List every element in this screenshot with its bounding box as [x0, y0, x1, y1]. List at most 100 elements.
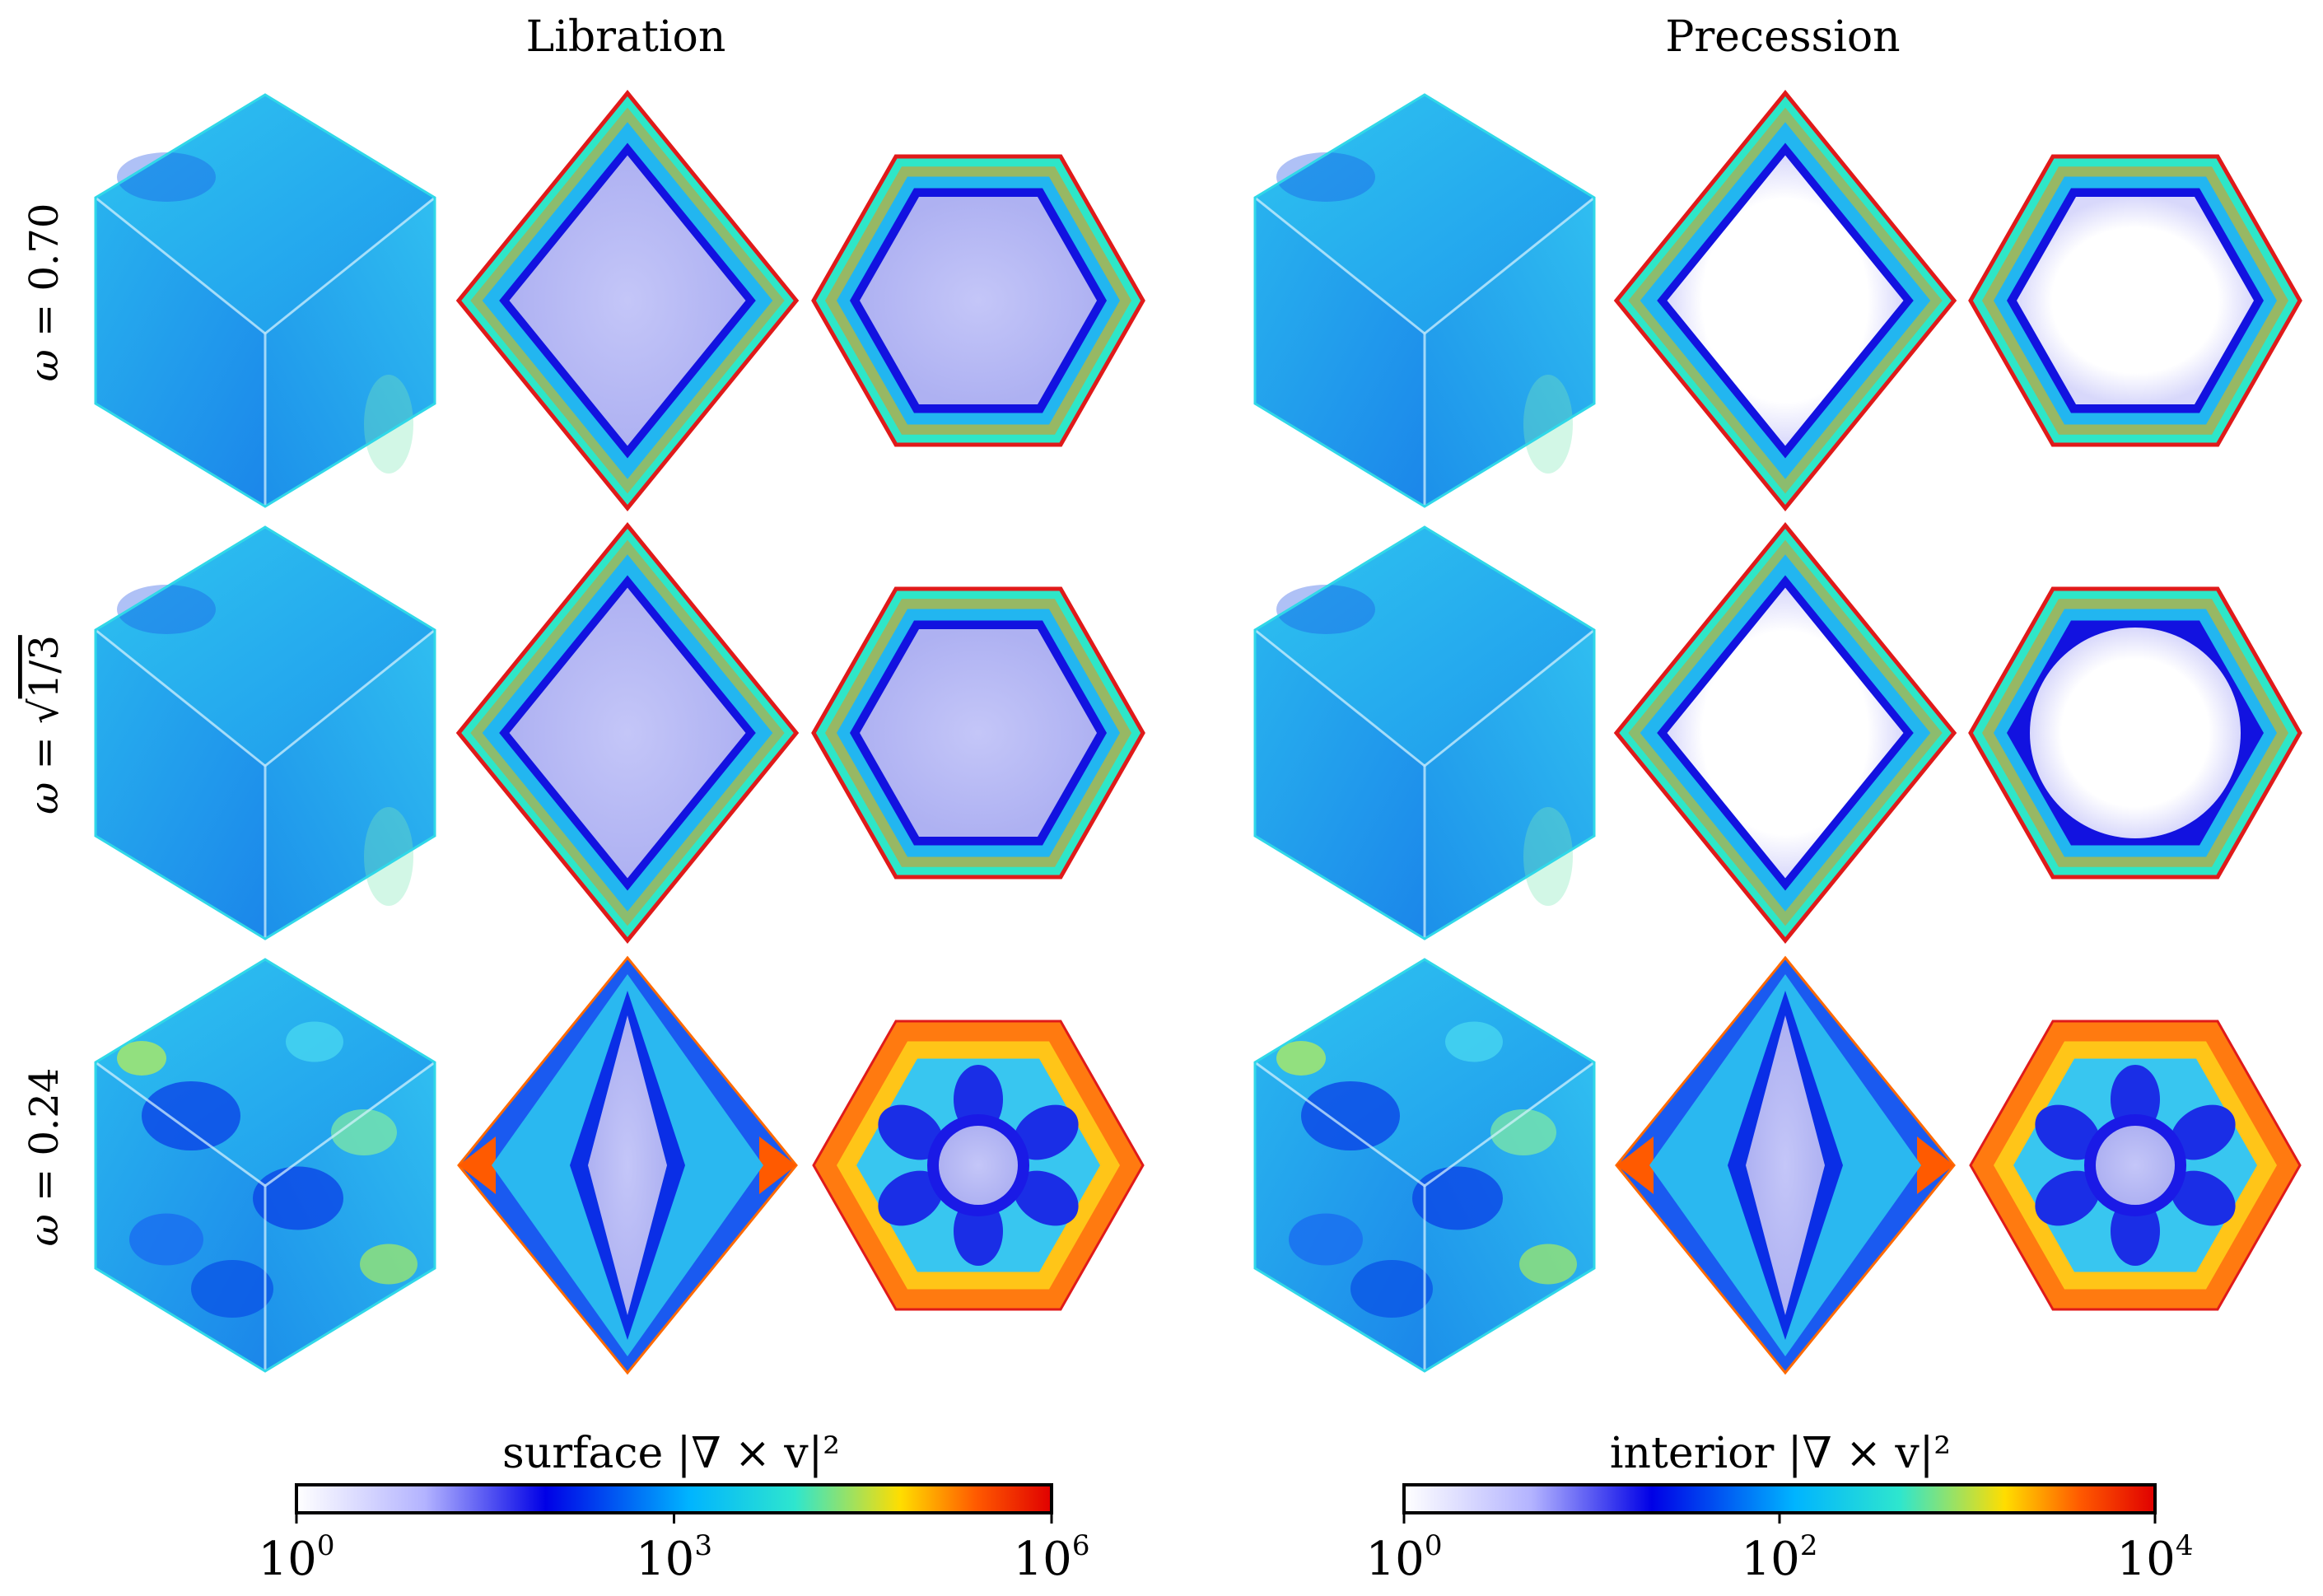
cube-patch: [117, 585, 216, 634]
cube-patch: [286, 1021, 343, 1062]
colorbar-surface-label: surface |∇ × v|²: [502, 1429, 840, 1478]
hexagon-prec-row1: [1968, 154, 2302, 447]
cube-patch: [1445, 1021, 1503, 1062]
cube-patch: [117, 152, 216, 202]
rhombus-prec-row2: [1613, 522, 1957, 944]
colorbar-surface: surface |∇ × v|² 100 103 106: [259, 1429, 1090, 1586]
rhombus-core: [588, 1015, 667, 1315]
hexagon-lobe: [2035, 1104, 2101, 1160]
hexagon-lobe: [878, 1170, 944, 1226]
cube-patch: [1519, 1244, 1577, 1285]
rhombus-lib-row3: [457, 955, 798, 1375]
colorbar-interior-ticks: 100 102 104: [1366, 1513, 2194, 1586]
hexagon-lobe: [878, 1104, 944, 1160]
hexagon-lib-row3: [812, 1020, 1145, 1311]
hexagon-core: [2017, 197, 2254, 404]
rhombus-prec-row1: [1613, 90, 1957, 511]
cube-patch: [1412, 1166, 1503, 1230]
hexagon-lib-row2: [811, 586, 1145, 880]
cube-outline: [94, 958, 436, 1373]
cube-patch: [331, 1109, 397, 1155]
rhombus-lib-row2: [455, 522, 800, 944]
colorbar-interior-label: interior |∇ × v|²: [1610, 1429, 1951, 1478]
hexagon-lobe: [1013, 1104, 1079, 1160]
cube-patch: [1350, 1260, 1433, 1318]
cube-patch: [1301, 1081, 1400, 1150]
cube-edge: [264, 1061, 436, 1188]
row-label-1: ω = 0.70: [21, 203, 68, 382]
cube-edge: [264, 196, 436, 335]
rhombus-core: [1667, 155, 1904, 446]
colorbar-surface-bar: [295, 1483, 1053, 1514]
svg-text:ω = 0.24: ω = 0.24: [21, 1068, 68, 1247]
cube-patch: [364, 807, 413, 906]
cube-outline: [1253, 93, 1596, 508]
hexagon-prec-row3: [1969, 1020, 2302, 1311]
rhombus-hot-corner: [759, 1136, 796, 1194]
cube-edge: [95, 1061, 266, 1188]
rhombus-core: [1667, 587, 1904, 879]
hexagon-core: [939, 1126, 1018, 1205]
colorbar-surface-tick-label: 106: [1014, 1529, 1090, 1586]
cube-edge: [1254, 1061, 1425, 1188]
colorbar-interior-bar: [1402, 1483, 2157, 1514]
rhombus-core: [1746, 1015, 1825, 1315]
panel-grid: [94, 90, 2302, 1375]
cube-outline: [1253, 958, 1596, 1373]
cube-outline: [94, 93, 436, 508]
cube-prec-row2: [1253, 525, 1596, 940]
cube-patch: [364, 375, 413, 474]
cube-face-top: [96, 959, 435, 1186]
cube-patch: [1276, 1041, 1326, 1076]
cube-edge: [264, 628, 436, 768]
cube-face-top: [96, 527, 435, 766]
hexagon-core: [860, 197, 1097, 404]
row-label-3: ω = 0.24: [21, 1068, 68, 1247]
cube-prec-row1: [1253, 93, 1596, 508]
cube-patch: [1276, 152, 1375, 202]
colorbar-surface-ticks: 100 103 106: [259, 1513, 1090, 1586]
cube-patch: [1490, 1109, 1556, 1155]
hexagon-prec-row2: [1968, 586, 2302, 880]
cube-patch: [1276, 585, 1375, 634]
rhombus-hot-corner: [1616, 1136, 1654, 1194]
colorbar-interior-tick-label: 102: [1742, 1529, 1818, 1586]
cube-patch: [191, 1260, 273, 1318]
cube-patch: [1523, 375, 1573, 474]
colorbar-interior: interior |∇ × v|² 100 102 104: [1366, 1429, 2194, 1586]
precession-title: Precession: [1665, 12, 1900, 62]
cube-edge: [1424, 1061, 1595, 1188]
hexagon-lobe: [1013, 1170, 1079, 1226]
cube-patch: [129, 1213, 203, 1266]
cube-patch: [1523, 807, 1573, 906]
cube-outline: [1253, 525, 1596, 940]
cube-outline: [94, 525, 436, 940]
cube-patch: [1289, 1213, 1363, 1266]
rhombus-core: [509, 587, 746, 879]
cube-edge: [1424, 628, 1595, 768]
rhombus-lib-row1: [455, 90, 800, 511]
hexagon-lobe: [2170, 1104, 2236, 1160]
libration-title: Libration: [526, 12, 726, 62]
rhombus-core: [509, 155, 746, 446]
cube-edge: [1254, 196, 1425, 335]
cube-prec-row3: [1253, 958, 1596, 1373]
hexagon-core: [2030, 628, 2241, 838]
cube-lib-row2: [94, 525, 436, 940]
svg-text:ω = √1/3: ω = √1/3: [21, 635, 68, 814]
colorbar-interior-tick-label: 100: [1366, 1529, 1443, 1586]
cube-edge: [1424, 196, 1595, 335]
hexagon-core: [2096, 1126, 2175, 1205]
cube-edge: [95, 628, 266, 768]
svg-text:ω = 0.70: ω = 0.70: [21, 203, 68, 382]
cube-edge: [95, 196, 266, 335]
cube-patch: [253, 1166, 343, 1230]
cube-patch: [117, 1041, 166, 1076]
rhombus-prec-row3: [1615, 955, 1956, 1375]
colorbar-interior-tick-label: 104: [2117, 1529, 2194, 1586]
hexagon-lobe: [2035, 1170, 2101, 1226]
cube-lib-row3: [94, 958, 436, 1373]
rhombus-hot-corner: [459, 1136, 496, 1194]
hexagon-core: [860, 629, 1097, 837]
